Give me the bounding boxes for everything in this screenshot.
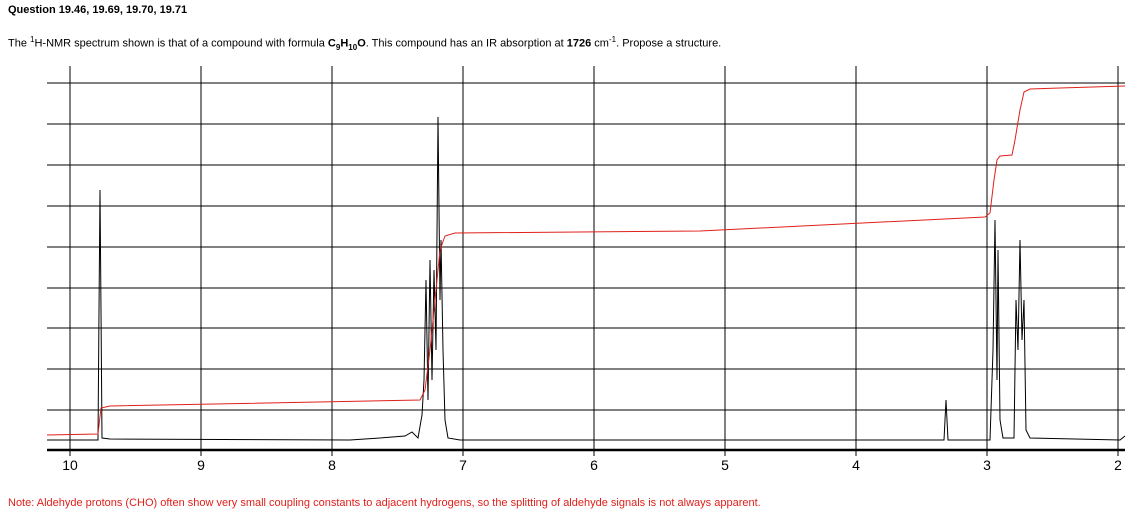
question-segment: . Propose a structure. (616, 37, 722, 50)
x-tick-label: 3 (983, 457, 991, 473)
note: Note: Aldehyde protons (CHO) often show … (8, 497, 761, 509)
x-tick-label: 10 (62, 457, 78, 473)
question-segment: 9 (335, 42, 341, 52)
question-segment: H-NMR spectrum shown is that of a compou… (34, 37, 328, 50)
question-segment: -1 (608, 35, 617, 44)
question-segment: 10 (348, 42, 358, 52)
question-segment: cm (591, 37, 609, 50)
question-segment: H (340, 37, 349, 50)
integral-trace (46, 85, 1126, 436)
question-segment: The (8, 37, 31, 50)
nmr-spectrum: 10 9 8 7 6 5 4 3 2 (46, 66, 1126, 473)
horizontal-grid (47, 82, 1125, 411)
question-text: The 1H-NMR spectrum shown is that of a c… (8, 35, 721, 52)
x-tick-label: 8 (328, 457, 336, 473)
x-tick-label: 5 (721, 457, 729, 473)
question-segment: O (357, 37, 366, 50)
x-tick-label: 6 (590, 457, 598, 473)
question-segment: C (327, 37, 336, 50)
x-tick-label: 2 (1114, 457, 1122, 473)
spectrum-trace (47, 116, 1126, 441)
x-tick-label: 4 (852, 457, 860, 473)
x-tick-label: 7 (459, 457, 467, 473)
question-title: Question 19.46, 19.69, 19.70, 19.71 (8, 4, 188, 16)
x-tick-label: 9 (197, 457, 205, 473)
question-segment: 1 (30, 35, 35, 44)
question-segment: 1726 (566, 37, 592, 50)
question-segment: . This compound has an IR absorption at (365, 37, 567, 50)
